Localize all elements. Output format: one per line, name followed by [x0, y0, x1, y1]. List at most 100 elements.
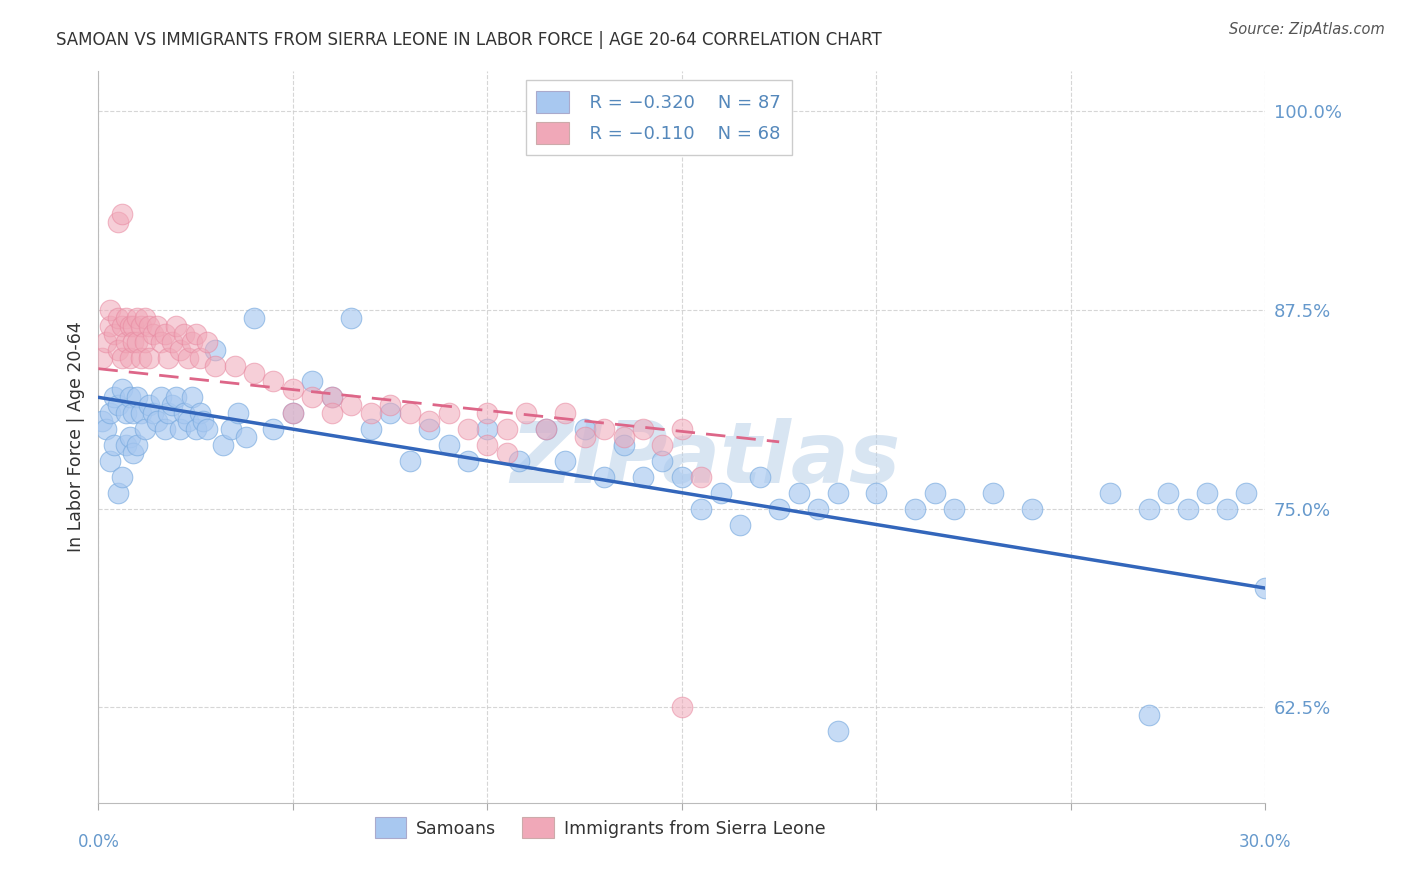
Point [1177, 501, 1199, 516]
Point [243, 310, 266, 325]
Point [477, 438, 499, 452]
Text: 0.0%: 0.0% [77, 833, 120, 851]
Point [103, 390, 125, 404]
Point [574, 430, 596, 444]
Point [177, 414, 200, 428]
Point [340, 310, 363, 325]
Point [1137, 501, 1160, 516]
Point [690, 470, 713, 484]
Point [118, 430, 141, 444]
Point [129, 406, 152, 420]
Point [122, 406, 145, 420]
Point [457, 454, 479, 468]
Point [98, 454, 121, 468]
Point [138, 318, 160, 333]
Point [301, 375, 323, 389]
Point [118, 318, 141, 333]
Point [496, 446, 519, 460]
Point [169, 422, 191, 436]
Point [195, 334, 218, 349]
Point [321, 390, 343, 404]
Point [281, 406, 304, 420]
Point [827, 485, 849, 500]
Point [534, 422, 557, 436]
Point [96, 422, 118, 436]
Point [671, 470, 693, 484]
Point [114, 310, 136, 325]
Point [98, 302, 121, 317]
Point [281, 406, 304, 420]
Point [96, 334, 118, 349]
Y-axis label: In Labor Force | Age 20-64: In Labor Force | Age 20-64 [66, 322, 84, 552]
Point [153, 422, 176, 436]
Point [360, 406, 382, 420]
Point [1234, 485, 1257, 500]
Point [768, 501, 790, 516]
Point [651, 438, 673, 452]
Point [180, 390, 202, 404]
Point [515, 406, 537, 420]
Point [219, 422, 242, 436]
Point [111, 351, 134, 365]
Point [398, 406, 420, 420]
Point [188, 406, 211, 420]
Point [134, 334, 156, 349]
Point [321, 406, 343, 420]
Point [153, 326, 176, 341]
Point [107, 310, 129, 325]
Point [146, 318, 169, 333]
Point [184, 422, 207, 436]
Point [180, 334, 202, 349]
Point [865, 485, 887, 500]
Point [360, 422, 382, 436]
Point [301, 390, 323, 404]
Point [380, 398, 402, 412]
Point [118, 351, 141, 365]
Point [651, 454, 673, 468]
Point [129, 351, 152, 365]
Point [122, 334, 145, 349]
Point [477, 422, 499, 436]
Point [134, 422, 156, 436]
Point [690, 501, 713, 516]
Point [122, 318, 145, 333]
Point [904, 501, 927, 516]
Point [193, 414, 215, 428]
Point [184, 326, 207, 341]
Point [165, 390, 187, 404]
Point [114, 406, 136, 420]
Point [107, 343, 129, 357]
Point [1195, 485, 1218, 500]
Point [111, 207, 134, 221]
Point [787, 485, 810, 500]
Point [134, 310, 156, 325]
Point [228, 406, 250, 420]
Point [1021, 501, 1043, 516]
Point [437, 406, 460, 420]
Point [593, 470, 616, 484]
Point [138, 398, 160, 412]
Point [114, 438, 136, 452]
Point [262, 375, 284, 389]
Point [631, 470, 654, 484]
Point [169, 343, 191, 357]
Point [1098, 485, 1121, 500]
Point [91, 351, 114, 365]
Point [593, 422, 616, 436]
Point [943, 501, 966, 516]
Point [212, 438, 235, 452]
Text: ZIPatlas: ZIPatlas [510, 417, 900, 500]
Point [321, 390, 343, 404]
Point [710, 485, 733, 500]
Point [127, 310, 149, 325]
Point [91, 414, 114, 428]
Point [457, 422, 479, 436]
Point [496, 422, 519, 436]
Point [340, 398, 363, 412]
Text: Source: ZipAtlas.com: Source: ZipAtlas.com [1229, 22, 1385, 37]
Point [165, 318, 187, 333]
Point [924, 485, 946, 500]
Text: SAMOAN VS IMMIGRANTS FROM SIERRA LEONE IN LABOR FORCE | AGE 20-64 CORRELATION CH: SAMOAN VS IMMIGRANTS FROM SIERRA LEONE I… [56, 31, 882, 49]
Point [111, 383, 134, 397]
Point [418, 422, 440, 436]
